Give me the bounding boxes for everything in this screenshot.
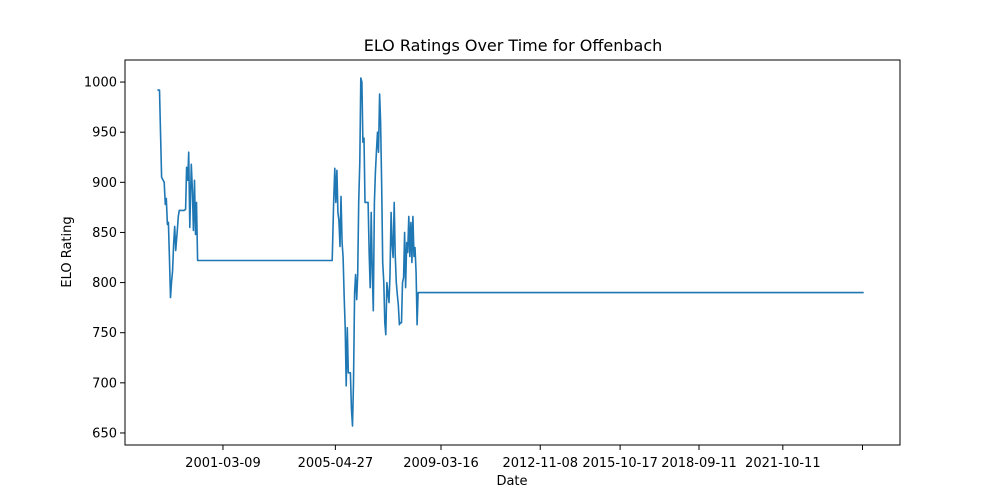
y-tick-label: 700	[92, 376, 117, 391]
y-tick-label: 650	[92, 426, 117, 441]
x-tick-label: 2012-11-08	[502, 456, 578, 471]
x-tick-label: 2018-09-11	[661, 456, 737, 471]
x-axis-label: Date	[496, 474, 527, 489]
x-axis-ticks: 2001-03-09 2005-04-27 2009-03-16 2012-11-08…	[185, 445, 863, 471]
y-tick-label: 950	[92, 126, 117, 141]
x-tick-label: 2001-03-09	[185, 456, 261, 471]
y-tick-label: 850	[92, 226, 117, 241]
chart-title: ELO Ratings Over Time for Offenbach	[364, 36, 663, 55]
x-tick-label: 2021-10-11	[745, 456, 821, 471]
plot-area	[157, 77, 864, 427]
x-tick-label: 2015-10-17	[582, 456, 658, 471]
x-tick-label: 2005-04-27	[298, 456, 374, 471]
x-tick-label: 2009-03-16	[403, 456, 479, 471]
plot-frame	[124, 59, 901, 446]
y-axis-label: ELO Rating	[60, 216, 75, 287]
y-tick-label: 750	[92, 326, 117, 341]
y-tick-label: 1000	[84, 76, 117, 91]
series-line-elo	[157, 77, 864, 427]
y-tick-label: 800	[92, 276, 117, 291]
y-axis-ticks: 650 700 750 800 850 900 950 1000	[84, 76, 125, 441]
y-tick-label: 900	[92, 176, 117, 191]
